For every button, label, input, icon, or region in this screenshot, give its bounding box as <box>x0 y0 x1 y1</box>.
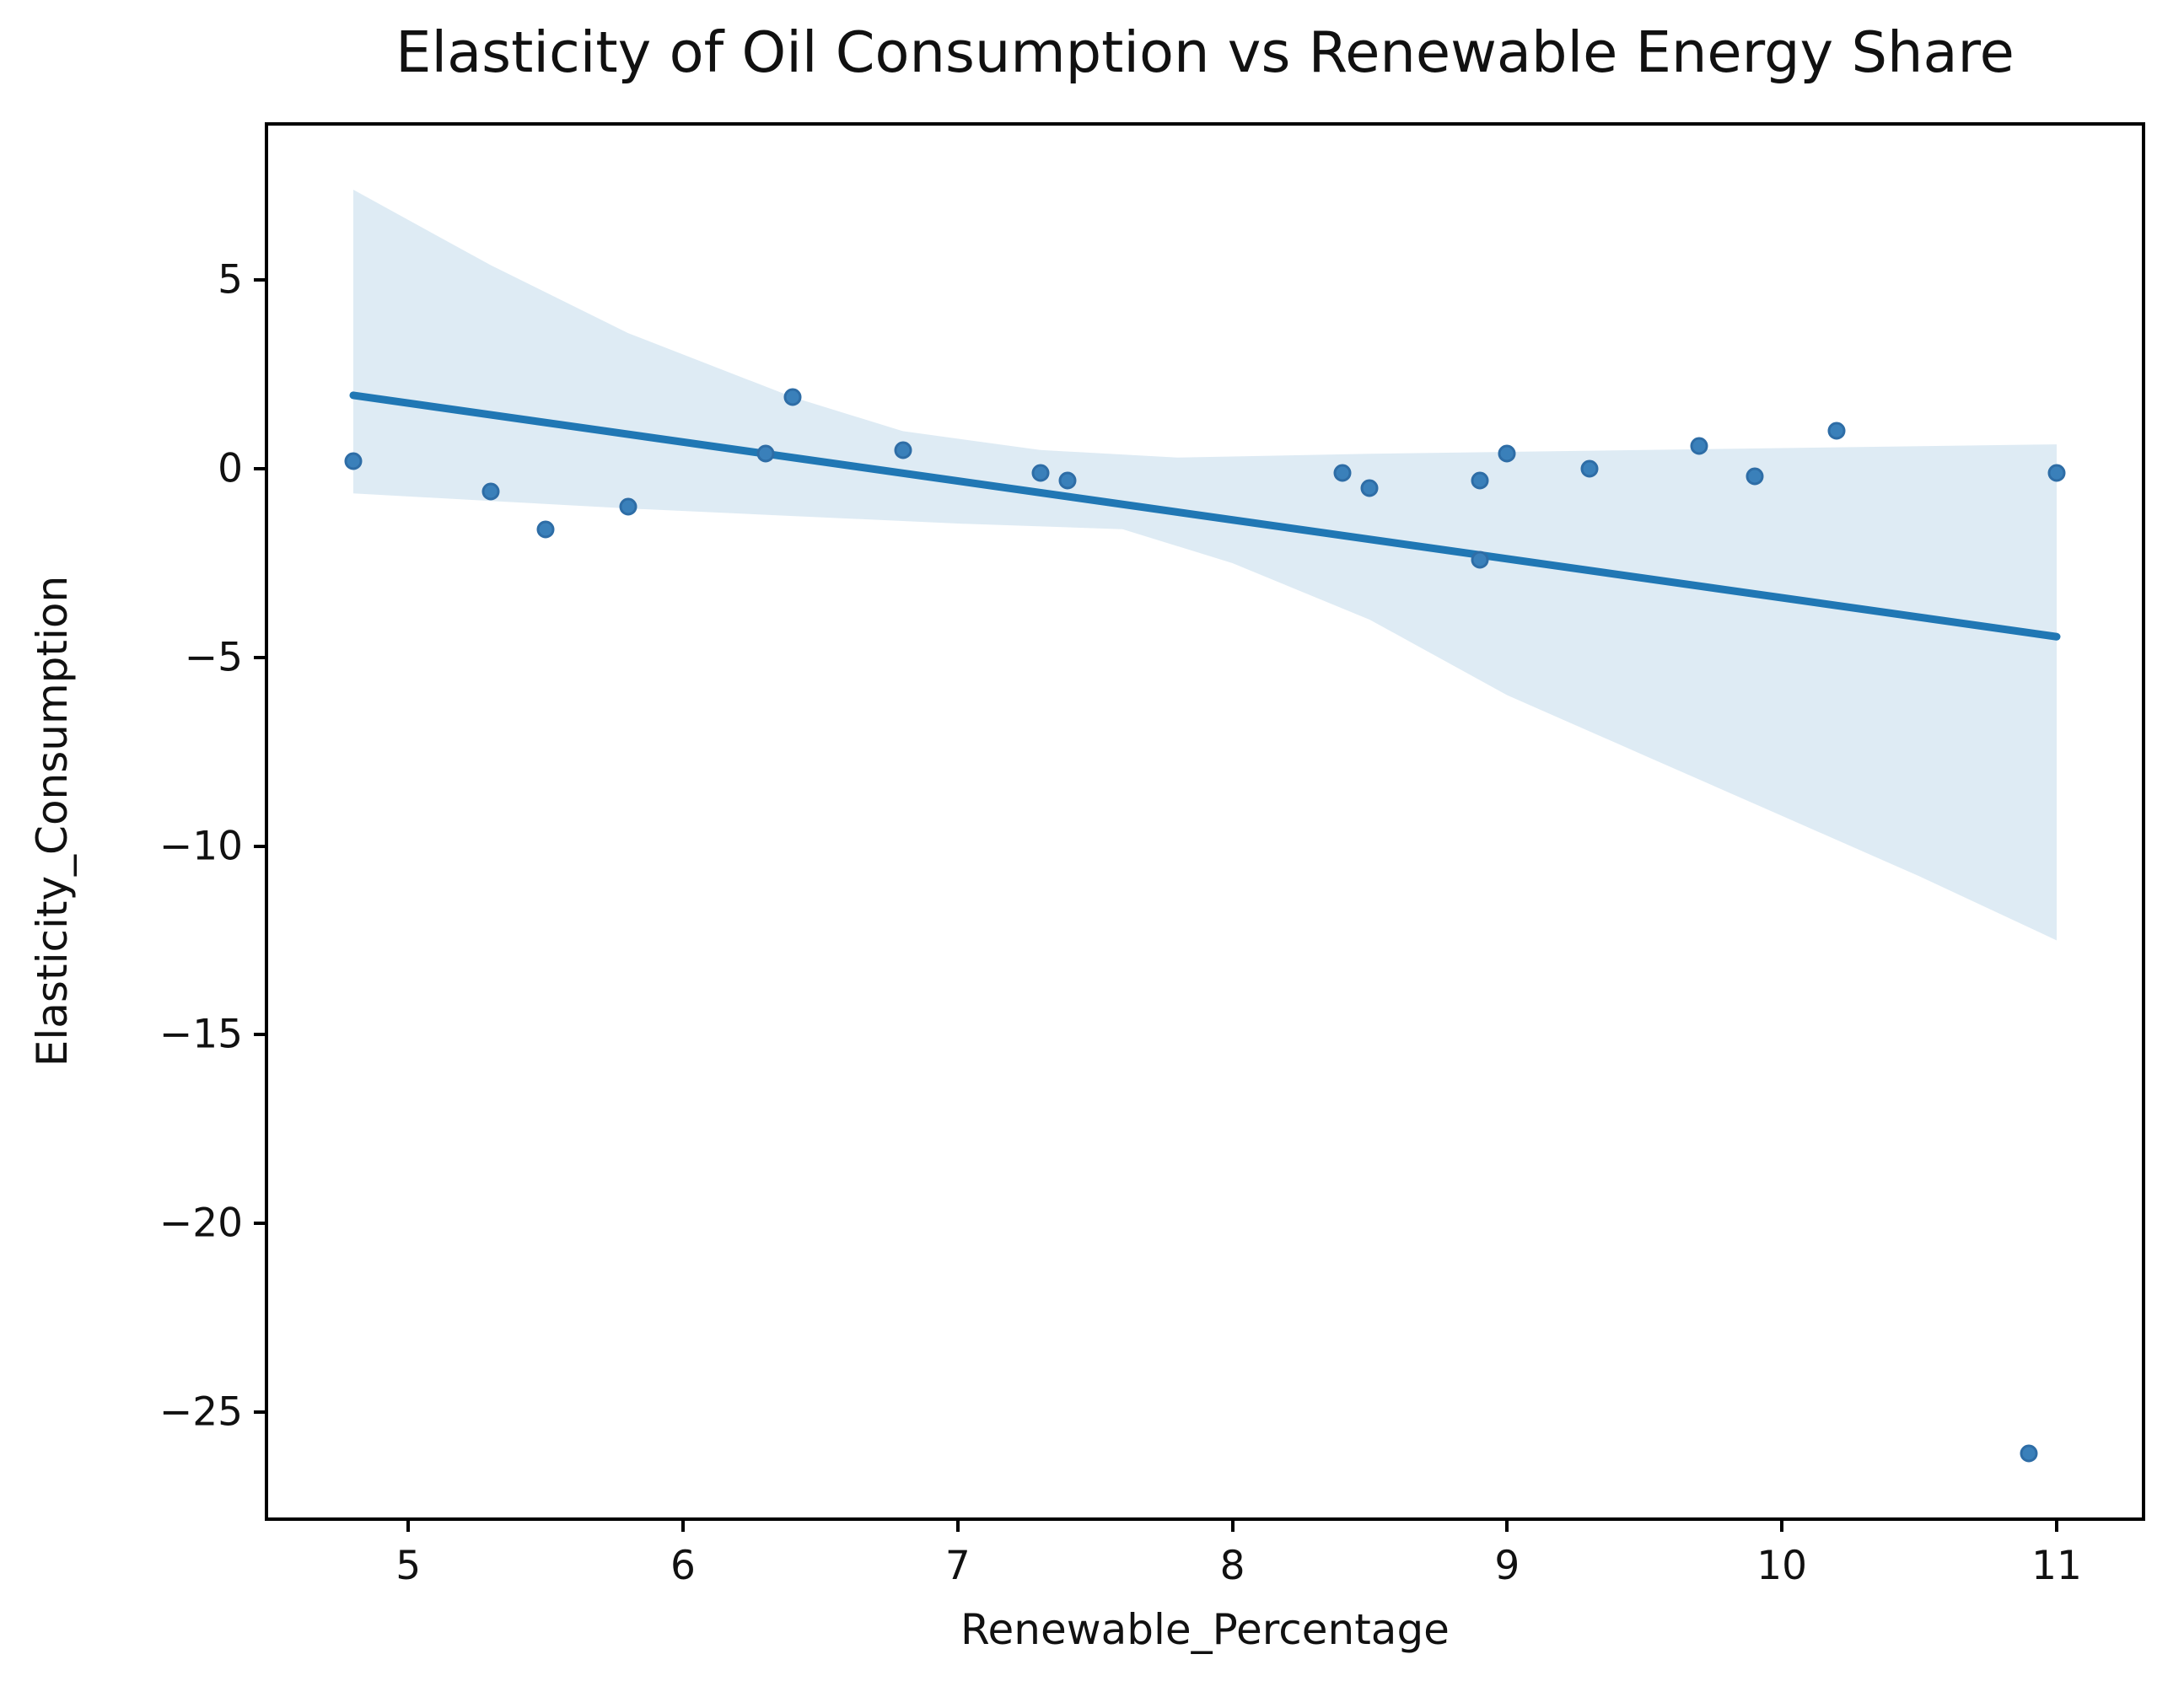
axis-ticks: 5 6 7 8 9 10 11 5 0 −5 −10 −15 −20 −25 <box>159 126 2142 1586</box>
x-tick-label: 10 <box>1756 1543 1808 1589</box>
data-point <box>1360 479 1379 497</box>
data-point <box>1471 471 1489 490</box>
data-point <box>1498 444 1516 463</box>
data-point <box>1580 459 1599 478</box>
chart-title: Elasticity of Oil Consumption vs Renewab… <box>395 19 2015 85</box>
data-point <box>1690 437 1708 455</box>
data-point <box>783 388 802 406</box>
y-tick <box>254 655 268 659</box>
data-point <box>2020 1444 2038 1463</box>
data-point <box>1746 467 1764 486</box>
y-tick <box>254 467 268 471</box>
data-point <box>1471 551 1489 569</box>
x-tick-label: 5 <box>395 1543 422 1589</box>
x-tick-label: 6 <box>670 1543 696 1589</box>
x-tick <box>955 1517 960 1532</box>
confidence-band <box>352 190 2058 941</box>
data-point <box>1827 422 1846 440</box>
data-point <box>1333 464 1352 482</box>
y-tick <box>254 278 268 282</box>
x-tick <box>406 1517 411 1532</box>
x-tick-label: 9 <box>1494 1543 1520 1589</box>
y-tick-label: −5 <box>184 634 243 681</box>
x-axis-label: Renewable_Percentage <box>960 1605 1450 1654</box>
y-tick <box>254 1410 268 1414</box>
y-tick <box>254 1222 268 1225</box>
x-tick <box>1230 1517 1235 1532</box>
regression-line <box>353 395 2057 636</box>
y-tick <box>254 1033 268 1037</box>
y-tick-label: −10 <box>159 823 243 870</box>
data-point <box>756 444 775 463</box>
y-tick <box>254 844 268 848</box>
y-tick-label: −25 <box>159 1388 243 1436</box>
data-point <box>1031 464 1050 482</box>
chart-canvas <box>268 190 2142 941</box>
x-tick-label: 7 <box>944 1543 971 1589</box>
data-point <box>2047 464 2066 482</box>
data-point <box>344 452 363 470</box>
x-tick <box>1505 1517 1509 1532</box>
data-point <box>481 482 500 501</box>
data-point <box>894 441 912 459</box>
x-tick <box>680 1517 685 1532</box>
scatter-points <box>268 126 2142 1517</box>
data-point <box>1058 471 1077 490</box>
y-axis-label: Elasticity_Consumption <box>28 575 77 1067</box>
y-tick-label: 0 <box>218 445 243 492</box>
data-point <box>536 520 555 539</box>
y-tick-label: −15 <box>159 1011 243 1058</box>
y-tick-label: 5 <box>218 256 243 303</box>
x-tick <box>1780 1517 1784 1532</box>
y-tick-label: −20 <box>159 1200 243 1247</box>
x-tick-label: 8 <box>1219 1543 1245 1589</box>
data-point <box>619 497 637 516</box>
x-tick-label: 11 <box>2031 1543 2082 1589</box>
plot-area: 5 6 7 8 9 10 11 5 0 −5 −10 −15 −20 −25 Renewable_Perc… <box>159 122 2145 1651</box>
x-tick <box>2055 1517 2058 1532</box>
